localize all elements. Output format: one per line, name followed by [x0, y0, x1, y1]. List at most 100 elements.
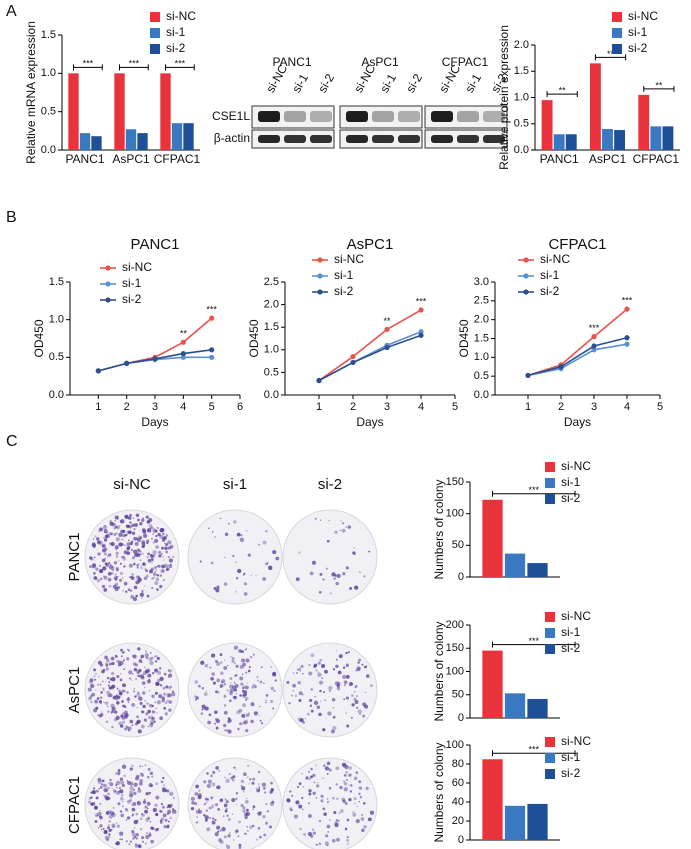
colony-dot — [355, 819, 360, 824]
legend-swatch — [545, 494, 555, 504]
colony-dot — [199, 560, 202, 563]
colony-dot — [121, 690, 124, 692]
colony-dot — [215, 718, 221, 724]
colony-dot — [101, 558, 106, 563]
colony-dot — [324, 841, 329, 846]
colony-dot — [103, 689, 105, 692]
colony-dot — [116, 555, 118, 558]
colony-dot — [320, 794, 324, 798]
colony-dot — [299, 827, 302, 831]
colony-dot — [240, 682, 244, 686]
colony-dot — [213, 654, 216, 656]
colony-dot — [133, 528, 136, 531]
colony-dot — [334, 530, 338, 534]
colony-dot — [138, 659, 143, 663]
blot-band — [372, 111, 394, 122]
colony-dot — [89, 678, 94, 682]
colony-dot — [91, 564, 97, 569]
colony-dot — [141, 528, 146, 532]
colony-dot — [270, 568, 273, 570]
colony-dot — [343, 781, 348, 786]
colony-dot — [156, 711, 158, 714]
legend-label: si-2 — [334, 284, 354, 298]
blot-band — [483, 111, 505, 122]
colony-dot — [104, 655, 108, 660]
colony-dot — [137, 674, 141, 678]
colony-dot — [167, 693, 172, 698]
blot-band — [398, 111, 420, 122]
colony-dot — [93, 576, 98, 580]
colony-dot — [346, 836, 349, 839]
colony-dot — [91, 790, 96, 795]
colony-dot — [319, 689, 322, 693]
colony-dot — [119, 562, 122, 565]
legend-marker — [523, 289, 529, 295]
colony-dot — [163, 559, 165, 561]
colony-dot — [358, 792, 361, 796]
colony-dot — [298, 698, 302, 702]
colony-dot — [354, 686, 356, 689]
colony-dot — [225, 807, 228, 810]
colony-dot — [224, 532, 229, 537]
colony-dot — [148, 524, 153, 528]
colony-dot — [315, 764, 318, 767]
colony-dot — [147, 816, 151, 820]
colony-dot — [131, 556, 136, 560]
colony-dot — [310, 775, 313, 779]
colony-dot — [311, 560, 316, 565]
point — [209, 354, 215, 360]
colony-dot — [325, 834, 329, 838]
y-tick-label: 1.0 — [514, 91, 529, 103]
colony-dot — [108, 782, 110, 784]
colony-dot — [354, 802, 356, 805]
bar — [565, 134, 577, 150]
colony-dot — [135, 833, 139, 837]
y-tick-label: 0.0 — [264, 389, 279, 401]
colony-dot — [155, 708, 157, 710]
y-tick-label: 1.5 — [514, 65, 529, 77]
colony-dot — [194, 695, 197, 698]
bar — [482, 759, 503, 840]
colony-dot — [135, 678, 138, 680]
colony-dot — [109, 779, 112, 781]
colony-dot — [194, 792, 199, 796]
colony-dot — [146, 520, 151, 524]
colony-dot — [221, 827, 226, 832]
colony-dot — [229, 682, 232, 684]
colony-dot — [148, 716, 152, 720]
colony-dot — [229, 731, 231, 733]
colony-dot — [330, 729, 335, 734]
colony-dot — [272, 707, 275, 710]
colony-dot — [363, 575, 366, 578]
colony-dot — [345, 664, 349, 668]
colony-dot — [152, 572, 157, 576]
colony-dot — [156, 700, 162, 705]
colony-dot — [127, 649, 131, 652]
colony-dot — [99, 527, 103, 532]
colony-dot — [144, 805, 148, 809]
colony-dot — [158, 694, 163, 699]
colony-dot — [348, 798, 352, 802]
colony-dot — [139, 779, 143, 783]
x-tick-label: 1 — [525, 401, 531, 413]
colony-dot — [108, 662, 112, 666]
colony-dot — [152, 672, 155, 675]
colony-dot — [252, 777, 256, 781]
colony-dot — [295, 800, 300, 805]
x-tick-label: CFPAC1 — [154, 152, 201, 166]
y-tick-label: 1.0 — [41, 67, 56, 79]
colony-dot — [363, 704, 369, 709]
legend-swatch — [545, 753, 555, 763]
colony-dot — [154, 701, 157, 704]
colony-dot — [151, 553, 156, 558]
point — [209, 315, 215, 321]
colony-dot — [243, 572, 246, 575]
bar — [160, 73, 171, 150]
colony-dot — [338, 653, 343, 659]
colony-dot — [262, 815, 266, 819]
colony-dot — [131, 724, 134, 727]
colony-dot — [167, 809, 172, 814]
x-axis-label: Days — [141, 415, 168, 429]
plate — [187, 509, 283, 605]
colony-dot — [263, 833, 267, 837]
